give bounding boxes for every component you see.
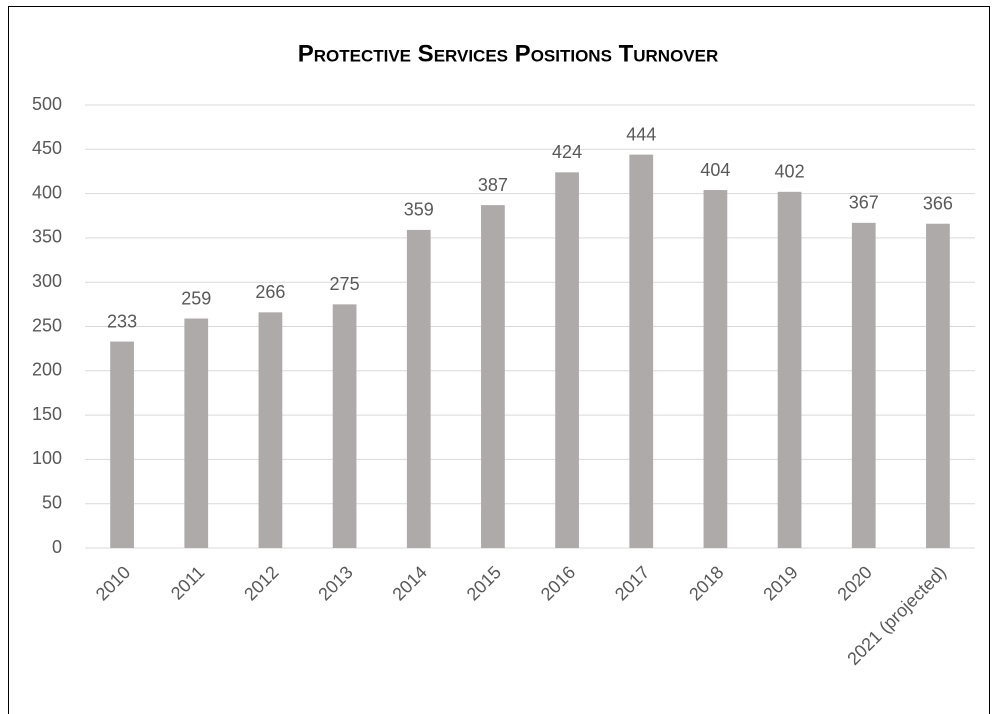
data-label: 404: [700, 160, 730, 180]
data-label: 424: [552, 142, 582, 162]
bar: [481, 205, 505, 549]
y-tick-label: 450: [32, 138, 62, 158]
y-tick-label: 250: [32, 315, 62, 335]
y-tick-label: 150: [32, 404, 62, 424]
y-tick-label: 400: [32, 182, 62, 202]
bar: [332, 304, 357, 548]
bar: [184, 318, 209, 548]
data-label: 266: [255, 282, 285, 302]
y-tick-label: 350: [32, 227, 62, 247]
data-label: 233: [107, 311, 137, 331]
x-tick-label: 2019: [759, 562, 801, 604]
bar: [851, 222, 876, 548]
y-tick-label: 100: [32, 448, 62, 468]
x-tick-label: 2013: [314, 562, 356, 604]
y-tick-label: 200: [32, 360, 62, 380]
y-tick-label: 0: [52, 537, 62, 557]
data-label: 444: [626, 124, 656, 144]
bar: [258, 312, 283, 548]
data-label: 402: [775, 162, 805, 182]
y-tick-label: 50: [42, 492, 62, 512]
chart-border: [8, 6, 990, 714]
bar: [926, 223, 950, 548]
data-label: 387: [478, 175, 508, 195]
bar: [110, 341, 134, 548]
y-tick-label: 300: [32, 271, 62, 291]
chart-title: Protective Services Positions Turnover: [298, 40, 719, 67]
bar: [777, 191, 802, 548]
data-label: 359: [404, 200, 434, 220]
data-label: 366: [923, 193, 953, 213]
data-label: 367: [849, 193, 879, 213]
data-label: 275: [330, 274, 360, 294]
x-tick-label: 2017: [611, 562, 653, 604]
data-label: 259: [181, 288, 211, 308]
x-tick-label: 2012: [240, 562, 282, 604]
x-tick-label: 2014: [388, 562, 430, 604]
bar: [703, 190, 728, 548]
bar: [629, 154, 654, 548]
x-tick-label: 2018: [685, 562, 727, 604]
bar: [406, 229, 431, 548]
y-tick-label: 500: [32, 94, 62, 114]
x-tick-label: 2010: [92, 562, 134, 604]
x-tick-label: 2011: [167, 562, 209, 604]
bar: [555, 172, 579, 548]
x-tick-label: 2015: [463, 562, 505, 604]
x-tick-label: 2020: [833, 562, 875, 604]
x-tick-label: 2016: [537, 562, 579, 604]
